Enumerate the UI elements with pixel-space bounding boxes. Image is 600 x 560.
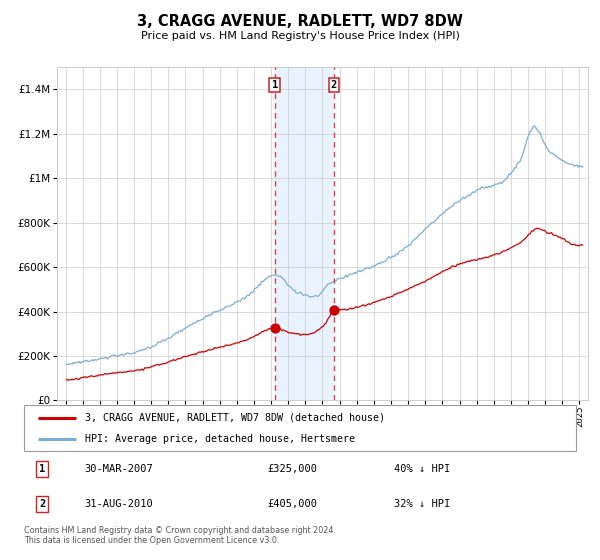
Text: 30-MAR-2007: 30-MAR-2007 (85, 464, 154, 474)
Text: 40% ↓ HPI: 40% ↓ HPI (394, 464, 450, 474)
Text: Price paid vs. HM Land Registry's House Price Index (HPI): Price paid vs. HM Land Registry's House … (140, 31, 460, 41)
Text: 2: 2 (39, 499, 46, 509)
Text: 31-AUG-2010: 31-AUG-2010 (85, 499, 154, 509)
Text: 32% ↓ HPI: 32% ↓ HPI (394, 499, 450, 509)
Text: 1: 1 (39, 464, 46, 474)
FancyBboxPatch shape (24, 405, 576, 451)
Point (329, 306, 339, 315)
Text: 3, CRAGG AVENUE, RADLETT, WD7 8DW: 3, CRAGG AVENUE, RADLETT, WD7 8DW (137, 14, 463, 29)
Text: 2: 2 (331, 80, 337, 90)
Text: 1: 1 (272, 80, 278, 90)
Text: Contains HM Land Registry data © Crown copyright and database right 2024.: Contains HM Land Registry data © Crown c… (24, 526, 336, 535)
Text: 3, CRAGG AVENUE, RADLETT, WD7 8DW (detached house): 3, CRAGG AVENUE, RADLETT, WD7 8DW (detac… (85, 413, 385, 423)
Bar (275, 67, 334, 400)
Text: HPI: Average price, detached house, Hertsmere: HPI: Average price, detached house, Hert… (85, 434, 355, 444)
Point (270, 324, 280, 333)
Text: This data is licensed under the Open Government Licence v3.0.: This data is licensed under the Open Gov… (24, 536, 280, 545)
Text: £405,000: £405,000 (267, 499, 317, 509)
Text: £325,000: £325,000 (267, 464, 317, 474)
